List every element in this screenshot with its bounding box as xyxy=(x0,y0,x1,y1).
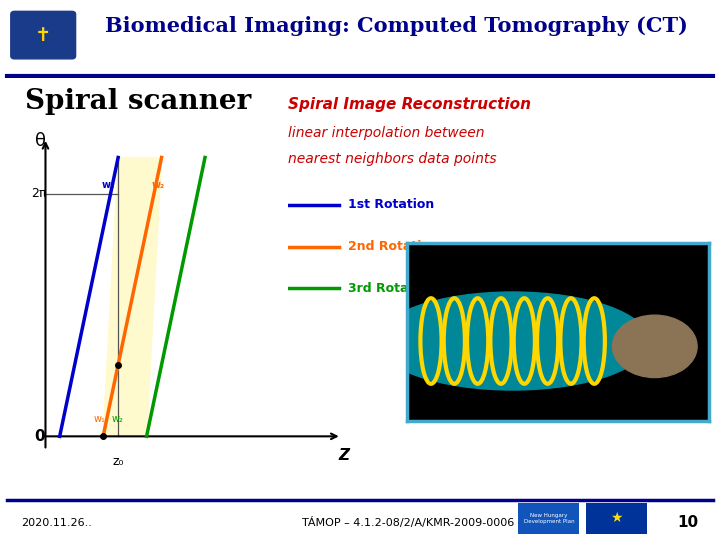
Text: 10: 10 xyxy=(678,515,698,530)
Ellipse shape xyxy=(613,315,697,377)
Text: nearest neighbors data points: nearest neighbors data points xyxy=(288,152,497,166)
Text: w₁: w₁ xyxy=(102,180,114,190)
Text: z₀: z₀ xyxy=(112,455,124,468)
Text: 3rd Rotation: 3rd Rotation xyxy=(348,282,436,295)
Text: 0: 0 xyxy=(35,429,45,444)
Text: Spiral Image Reconstruction: Spiral Image Reconstruction xyxy=(288,97,531,112)
Text: Biomedical Imaging: Computed Tomography (CT): Biomedical Imaging: Computed Tomography … xyxy=(104,16,688,36)
Text: 2π: 2π xyxy=(32,187,47,200)
FancyBboxPatch shape xyxy=(586,503,647,534)
Text: θ: θ xyxy=(35,132,46,150)
Ellipse shape xyxy=(377,292,649,390)
Text: 1st Rotation: 1st Rotation xyxy=(348,199,434,212)
Text: w₁: w₁ xyxy=(94,414,106,424)
FancyBboxPatch shape xyxy=(518,503,580,534)
Polygon shape xyxy=(103,158,161,436)
Text: Spiral scanner: Spiral scanner xyxy=(25,88,251,115)
Text: 2020.11.26..: 2020.11.26.. xyxy=(22,517,92,528)
Text: linear interpolation between: linear interpolation between xyxy=(288,126,485,140)
Text: ✝: ✝ xyxy=(35,25,51,45)
Text: w₂: w₂ xyxy=(112,414,123,424)
Text: w₂: w₂ xyxy=(152,180,166,190)
Text: TÁMOP – 4.1.2-08/2/A/KMR-2009-0006: TÁMOP – 4.1.2-08/2/A/KMR-2009-0006 xyxy=(302,517,515,528)
Text: New Hungary
Development Plan: New Hungary Development Plan xyxy=(523,513,574,524)
Text: Z: Z xyxy=(338,448,349,463)
Text: ★: ★ xyxy=(610,511,623,525)
FancyBboxPatch shape xyxy=(11,11,76,59)
Text: 2nd Rotation: 2nd Rotation xyxy=(348,240,438,253)
